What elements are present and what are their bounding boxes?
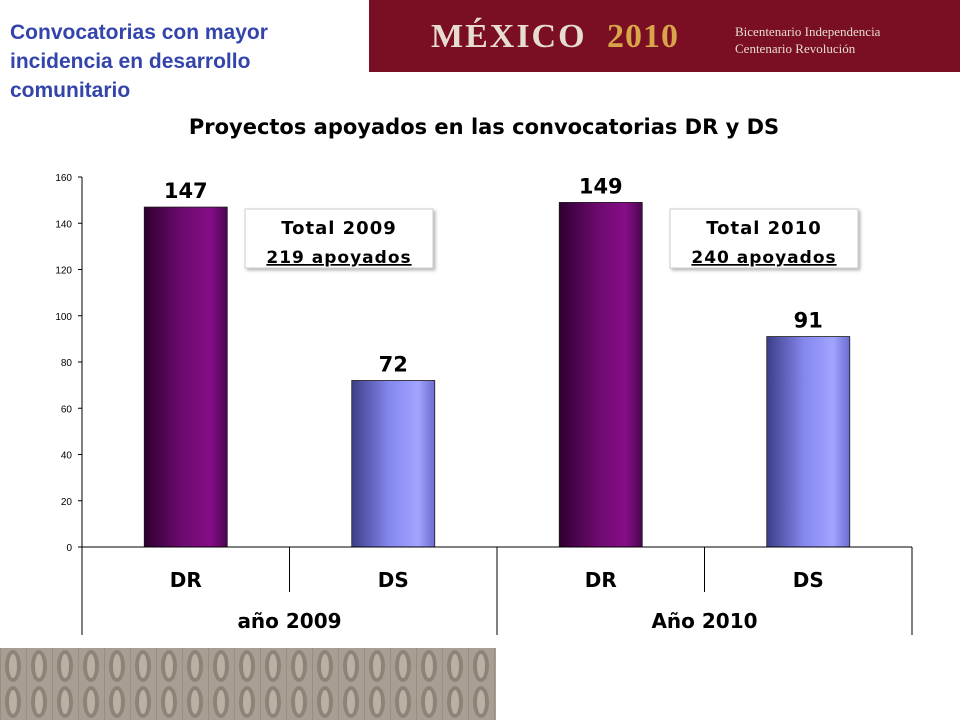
total-2010-box: Total 2010 240 apoyados [669,208,859,269]
y-tick-label: 140 [55,219,72,230]
group-label: Año 2010 [651,609,757,633]
bar-value-label: 72 [379,353,408,377]
banner-logo-word: MÉXICO [431,18,587,55]
bar-value-label: 91 [794,309,823,333]
group-label: año 2009 [237,609,341,633]
chart-title: Proyectos apoyados en las convocatorias … [189,115,779,139]
banner-logo-year: 2010 [607,18,679,55]
bar-chart: Proyectos apoyados en las convocatorias … [55,115,913,635]
y-axis: 0 20 40 60 80 100 120 140 160 [55,173,83,554]
y-tick-label: 40 [61,451,73,462]
bar-value-label: 149 [579,174,623,198]
y-tick-label: 20 [61,497,73,508]
total-2009-box: Total 2009 219 apoyados [244,208,434,269]
banner-line-2: Centenario Revolución [735,41,856,56]
category-label: DR [585,568,617,592]
y-tick-label: 160 [55,173,72,184]
bar-1 [143,206,228,548]
y-tick-label: 60 [61,404,73,415]
y-tick-label: 100 [55,312,72,323]
category-label: DS [378,568,409,592]
bar-2 [351,380,436,548]
bar-4 [766,336,851,548]
y-tick-label: 80 [61,358,73,369]
total-2009-title: Total 2009 [281,218,397,239]
total-2010-title: Total 2010 [706,218,822,239]
category-axis: DR DS DR DS año 2009 Año 2010 [81,546,913,635]
banner-subtitle: Bicentenario Independencia Centenario Re… [735,23,880,57]
slide-title: Convocatorias con mayor incidencia en de… [10,21,268,102]
y-tick-label: 0 [66,543,72,554]
bar-value-label: 147 [164,179,208,203]
mexico-2010-banner: MÉXICO 2010 Bicentenario Independencia C… [369,0,960,72]
decorative-pattern [0,648,496,720]
data-labels: 147 72 149 91 [164,174,823,376]
banner-line-1: Bicentenario Independencia [735,24,881,39]
total-2009-value: 219 apoyados [266,248,411,268]
category-label: DS [793,568,824,592]
y-tick-label: 120 [55,266,72,277]
bar-3 [558,202,643,548]
category-label: DR [170,568,202,592]
total-2010-value: 240 apoyados [691,248,836,268]
